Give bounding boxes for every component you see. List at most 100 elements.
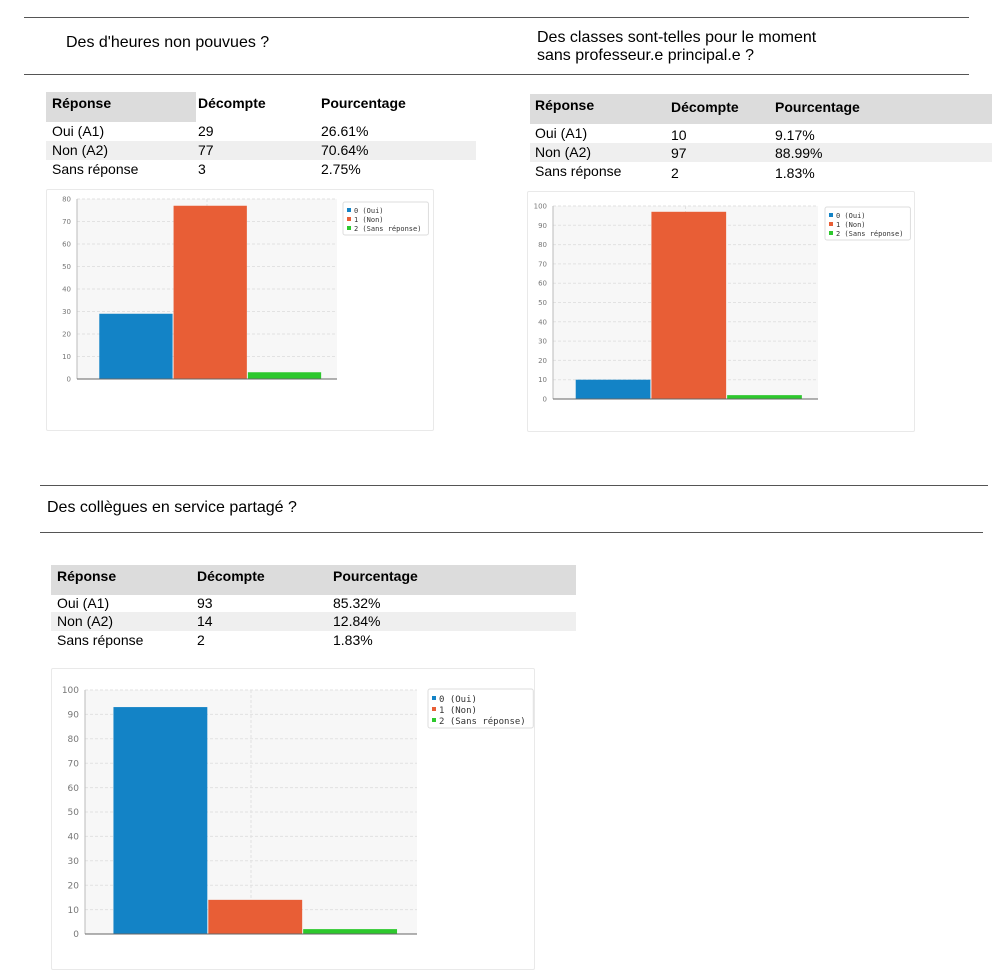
header-decompte: Décompte — [197, 568, 265, 584]
y-tick-label: 60 — [538, 280, 547, 288]
y-tick-label: 70 — [68, 759, 80, 769]
legend-label: 1 (Non) — [836, 221, 866, 229]
y-tick-label: 90 — [68, 711, 80, 721]
header-reponse: Réponse — [57, 568, 117, 584]
bar — [99, 313, 173, 379]
y-tick-label: 30 — [538, 338, 547, 346]
y-tick-label: 20 — [62, 330, 71, 338]
y-tick-label: 60 — [62, 240, 71, 248]
cell-reponse: Oui (A1) — [535, 125, 588, 141]
table-row: Non (A2) 14 12.84% — [51, 612, 576, 631]
cell-reponse: Oui (A1) — [57, 595, 110, 611]
response-table: Réponse Décompte Pourcentage Oui (A1) 93… — [51, 565, 576, 655]
legend — [342, 201, 429, 236]
y-tick-label: 30 — [68, 857, 80, 867]
cell-pourcentage: 88.99% — [775, 145, 823, 161]
cell-decompte: 3 — [198, 161, 206, 177]
chart-svg: 0 10 20 30 40 50 60 70 80 90 100 0 (Oui)1 (Non)2 (S… — [62, 686, 534, 940]
table-row: Sans réponse 3 2.75% — [46, 160, 476, 179]
bar — [113, 707, 208, 934]
legend-label: 2 (Sans réponse) — [836, 230, 903, 238]
cell-reponse: Sans réponse — [57, 632, 144, 648]
y-tick-label: 30 — [62, 308, 71, 316]
legend-label: 1 (Non) — [439, 706, 477, 716]
divider — [40, 485, 988, 486]
bar-chart: 0 10 20 30 40 50 60 70 80 90 100 0 (Oui) 1 (Non) 2 (S… — [51, 668, 535, 970]
question-title: Des collègues en service partagé ? — [47, 499, 297, 516]
bar — [727, 395, 802, 399]
table-row: Sans réponse 2 1.83% — [51, 631, 576, 650]
legend-swatch — [829, 213, 833, 217]
cell-decompte: 77 — [198, 142, 214, 158]
y-tick-label: 20 — [538, 357, 547, 365]
table-header — [46, 92, 196, 122]
table-row: Sans réponse 2 1.83% — [530, 162, 992, 181]
cell-decompte: 14 — [197, 613, 213, 629]
cell-decompte: 93 — [197, 595, 213, 611]
cell-reponse: Non (A2) — [52, 142, 109, 158]
cell-pourcentage: 12.84% — [333, 613, 381, 629]
y-tick-label: 80 — [62, 195, 71, 203]
y-tick-label: 10 — [538, 376, 547, 384]
bar — [303, 929, 398, 934]
table-row: Non (A2) 97 88.99% — [530, 143, 992, 162]
legend-swatch — [829, 222, 833, 226]
y-tick-label: 0 — [73, 930, 79, 940]
table-row: Oui (A1) 93 85.32% — [51, 594, 576, 613]
y-tick-label: 50 — [68, 808, 80, 818]
legend-swatch — [347, 217, 351, 221]
chart-svg: 0 10 20 30 40 50 60 70 80 90 100 0 (Oui)1 (Non)2 (S… — [534, 202, 911, 403]
response-table: Réponse Décompte Pourcentage Oui (A1) 10… — [530, 94, 992, 184]
y-tick-label: 10 — [68, 906, 80, 916]
table-row: Non (A2) 77 70.64% — [46, 141, 476, 160]
cell-reponse: Oui (A1) — [52, 123, 105, 139]
y-tick-label: 80 — [538, 241, 547, 249]
y-tick-label: 80 — [68, 735, 80, 745]
y-tick-label: 70 — [538, 260, 547, 268]
cell-reponse: Sans réponse — [52, 161, 139, 177]
y-tick-label: 0 — [67, 375, 71, 383]
header-pourcentage: Pourcentage — [321, 95, 406, 111]
cell-decompte: 2 — [197, 632, 205, 648]
cell-pourcentage: 2.75% — [321, 161, 361, 177]
legend-swatch — [347, 208, 351, 212]
y-tick-label: 40 — [68, 833, 80, 843]
chart-svg: 0 10 20 30 40 50 60 70 80 0 (Oui)1 (Non)2 (Sans r… — [62, 195, 429, 383]
y-tick-label: 100 — [62, 686, 79, 696]
header-pourcentage: Pourcentage — [775, 99, 860, 115]
divider — [40, 532, 983, 533]
y-tick-label: 50 — [538, 299, 547, 307]
cell-pourcentage: 1.83% — [775, 165, 815, 181]
response-table: Réponse Décompte Pourcentage Oui (A1) 29… — [46, 92, 476, 182]
y-tick-label: 10 — [62, 353, 71, 361]
cell-pourcentage: 26.61% — [321, 123, 369, 139]
question-title: Des d'heures non pouvues ? — [66, 34, 270, 51]
bar — [575, 379, 651, 399]
header-decompte: Décompte — [198, 95, 266, 111]
bar — [651, 211, 727, 399]
cell-decompte: 2 — [671, 165, 679, 181]
header-reponse: Réponse — [52, 95, 112, 111]
divider — [24, 74, 969, 75]
legend-swatch — [432, 696, 436, 700]
cell-pourcentage: 1.83% — [333, 632, 373, 648]
legend-label: 0 (Oui) — [836, 212, 866, 220]
cell-decompte: 10 — [671, 127, 687, 143]
y-tick-label: 50 — [62, 263, 71, 271]
cell-pourcentage: 85.32% — [333, 595, 381, 611]
bar — [173, 205, 247, 379]
legend-label: 0 (Oui) — [354, 207, 384, 215]
header-reponse: Réponse — [535, 97, 595, 113]
legend-swatch — [829, 231, 833, 235]
question-title: Des classes sont-telles pour le moment s… — [537, 29, 817, 64]
legend-label: 0 (Oui) — [439, 695, 477, 705]
y-tick-label: 60 — [68, 784, 80, 794]
table-row: Oui (A1) 29 26.61% — [46, 122, 476, 141]
y-tick-label: 0 — [543, 395, 547, 403]
bar-chart: 0 10 20 30 40 50 60 70 80 90 100 0 (Oui) 1 (Non) 2 (S… — [527, 191, 915, 432]
bar — [208, 899, 303, 934]
cell-reponse: Non (A2) — [57, 613, 114, 629]
bar — [247, 372, 322, 379]
y-tick-label: 20 — [68, 881, 80, 891]
legend-swatch — [432, 718, 436, 722]
